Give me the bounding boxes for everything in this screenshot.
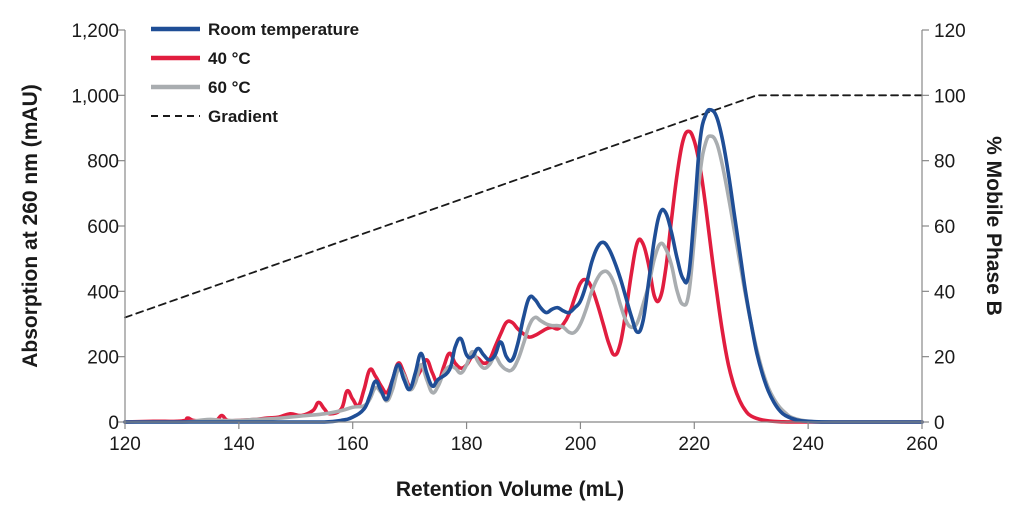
x-tick-label-120: 120 (109, 434, 141, 455)
x-tick-label-160: 160 (337, 434, 369, 455)
y2-tick-label-100: 100 (934, 86, 966, 107)
series-line-room-temperature (123, 107, 924, 424)
legend-label-gradient: Gradient (208, 107, 278, 126)
legend-label-60c: 60 °C (208, 78, 251, 97)
y2-ticks: 0 20 40 60 80 100 120 (922, 21, 966, 434)
y-tick-label-1000: 1,000 (71, 86, 119, 107)
x-axis-title: Retention Volume (mL) (396, 478, 624, 501)
y-ticks: 0 200 400 600 800 1,000 1,200 (71, 21, 125, 434)
series-line-gradient (124, 94, 923, 319)
legend-label-40c: 40 °C (208, 49, 251, 68)
y2-tick-label-40: 40 (934, 282, 955, 303)
y-tick-label-1200: 1,200 (71, 21, 119, 42)
y2-tick-label-20: 20 (934, 348, 955, 369)
x-tick-label-220: 220 (678, 434, 710, 455)
y-tick-label-800: 800 (87, 152, 119, 173)
y-tick-label-200: 200 (87, 348, 119, 369)
y-tick-label-600: 600 (87, 217, 119, 238)
series-line-60-c (123, 134, 924, 424)
y2-tick-label-60: 60 (934, 217, 955, 238)
y2-tick-label-0: 0 (934, 413, 945, 434)
x-tick-label-260: 260 (906, 434, 938, 455)
y-tick-label-400: 400 (87, 282, 119, 303)
x-tick-label-240: 240 (792, 434, 824, 455)
x-tick-label-140: 140 (223, 434, 255, 455)
x-ticks: 120 140 160 180 200 220 240 260 (109, 422, 938, 455)
legend-label-room-temperature: Room temperature (208, 20, 359, 39)
x-tick-label-180: 180 (451, 434, 483, 455)
y2-axis-title: % Mobile Phase B (982, 136, 1005, 316)
y2-tick-label-80: 80 (934, 152, 955, 173)
y2-tick-label-120: 120 (934, 21, 966, 42)
y-tick-label-0: 0 (108, 413, 119, 434)
series-layer (123, 94, 924, 424)
y-axis-title: Absorption at 260 nm (mAU) (19, 84, 42, 368)
legend: Room temperature 40 °C 60 °C Gradient (151, 20, 359, 126)
series-line-40-c (123, 129, 924, 424)
x-tick-label-200: 200 (565, 434, 597, 455)
